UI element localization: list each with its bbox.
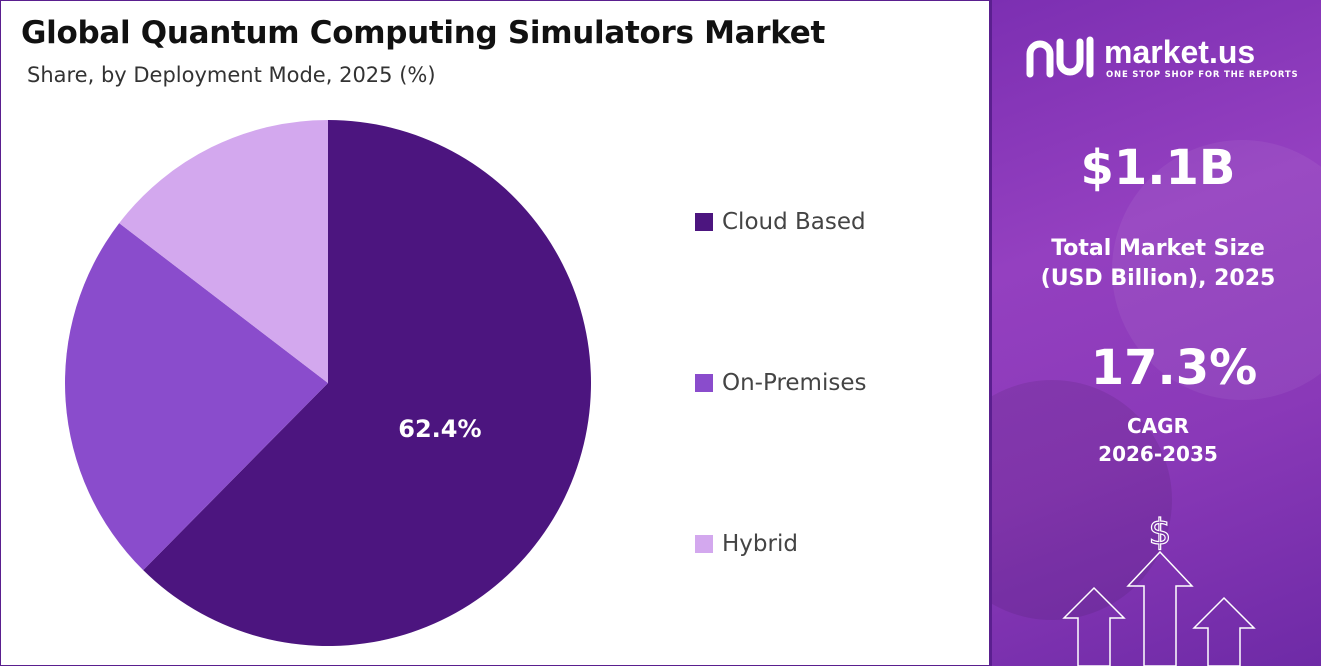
chart-title: Global Quantum Computing Simulators Mark…: [21, 15, 825, 51]
pie-chart: 62.4%: [64, 120, 591, 646]
growth-arrows-icon: $: [1062, 511, 1256, 666]
logo-mark-icon: [1026, 36, 1094, 78]
legend-label: Cloud Based: [722, 209, 866, 235]
chart-subtitle: Share, by Deployment Mode, 2025 (%): [27, 63, 436, 87]
panel-decoration: [1112, 140, 1321, 400]
market-us-logo: market.us ONE STOP SHOP FOR THE REPORTS: [1026, 34, 1299, 84]
market-size-label-line2: (USD Billion), 2025: [1040, 266, 1276, 291]
legend-item-on-premises: On-Premises: [695, 368, 866, 398]
legend-label: Hybrid: [722, 531, 798, 557]
legend-label: On-Premises: [722, 370, 867, 396]
pie-slice-cloud-based: [143, 120, 591, 646]
legend-swatch: [695, 535, 713, 553]
summary-panel: market.us ONE STOP SHOP FOR THE REPORTS …: [989, 0, 1321, 666]
logo-tagline: ONE STOP SHOP FOR THE REPORTS: [1106, 70, 1299, 80]
cagr-value: 17.3%: [1090, 340, 1258, 396]
pie-data-label: 62.4%: [398, 415, 481, 443]
legend-item-hybrid: Hybrid: [695, 529, 798, 559]
legend-item-cloud-based: Cloud Based: [695, 207, 866, 237]
dollar-icon: $: [1149, 512, 1172, 553]
cagr-label-line1: CAGR: [1127, 414, 1189, 438]
market-size-label-line1: Total Market Size: [1051, 236, 1265, 261]
legend-swatch: [695, 213, 713, 231]
legend-swatch: [695, 374, 713, 392]
cagr-label-line2: 2026-2035: [1098, 442, 1218, 466]
logo-name: market.us: [1104, 34, 1256, 70]
pie-slice-on-premises: [64, 223, 328, 571]
market-size-value: $1.1B: [1080, 140, 1236, 196]
pie-slice-hybrid: [119, 120, 328, 383]
